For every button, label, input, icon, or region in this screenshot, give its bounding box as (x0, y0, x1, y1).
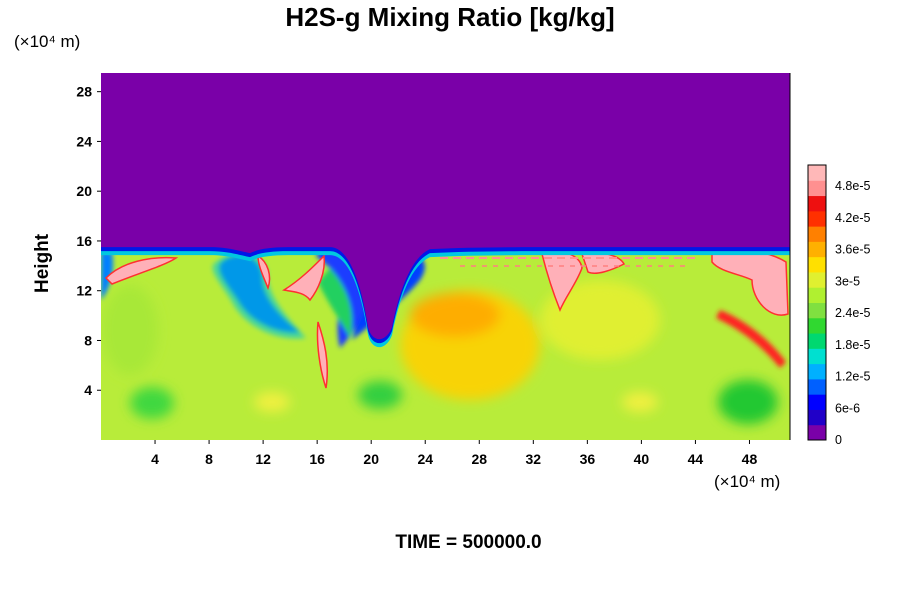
x-tick-label: 16 (309, 451, 325, 467)
time-label: TIME = 500000.0 (395, 532, 542, 553)
colorbar-frame (807, 164, 827, 441)
colorbar-tick-label: 3.6e-5 (835, 243, 870, 257)
y-unit-label: (×10⁴ m) (14, 32, 81, 51)
colorbar-segment (808, 180, 826, 197)
cyan-edge-12 (212, 252, 306, 339)
colorbar-segment (808, 256, 826, 273)
pink-16 (282, 254, 326, 302)
y-axis-ticks: 4 8 12 16 20 24 28 (76, 73, 791, 440)
colorbar-segment (808, 241, 826, 258)
colorbar-segment (808, 378, 826, 395)
colorbar-segment (808, 409, 826, 426)
x-unit-label: (×10⁴ m) (714, 472, 781, 491)
colorbar-segment (808, 226, 826, 242)
colorbar: 0 6e-6 1.2e-5 1.8e-5 2.4e-5 3e-5 3.6e-5 4.2e-5 4… (807, 164, 870, 447)
x-tick-label: 20 (363, 451, 379, 467)
colorbar-tick-label: 2.4e-5 (835, 306, 870, 320)
x-tick-label: 28 (471, 451, 487, 467)
pink-stem (316, 321, 329, 389)
y-tick-label: 16 (76, 233, 92, 249)
green-eddy-mid (358, 381, 402, 409)
green-eddy-right (718, 380, 778, 424)
field-structures (102, 280, 778, 424)
x-tick-label: 32 (526, 451, 542, 467)
colorbar-segment (808, 210, 826, 227)
pink-left (104, 256, 179, 285)
colorbar-segment (808, 165, 826, 181)
x-tick-label: 48 (742, 451, 758, 467)
colorbar-tick-label: 6e-6 (835, 401, 860, 415)
pale-left-zone (102, 285, 158, 375)
colorbar-tick-label: 1.8e-5 (835, 338, 870, 352)
upper-layer-zero (101, 73, 790, 340)
red-arc (716, 310, 786, 368)
x-tick-label: 44 (688, 451, 704, 467)
x-tick-label: 36 (580, 451, 596, 467)
colorbar-segment (808, 271, 826, 288)
pink-12 (257, 254, 271, 291)
x-tick-label: 40 (634, 451, 650, 467)
x-tick-label: 12 (255, 451, 271, 467)
colorbar-tick-label: 1.2e-5 (835, 370, 870, 384)
colorbar-segment (808, 287, 826, 303)
plot-area (101, 73, 790, 440)
y-tick-label: 20 (76, 183, 92, 199)
green-tongue (318, 268, 353, 338)
colorbar-tick-label: 3e-5 (835, 274, 860, 288)
colorbar-segment (808, 394, 826, 410)
colorbar-segment (808, 302, 826, 319)
green-eddy-left (130, 387, 174, 419)
colorbar-tick-label: 0 (835, 433, 842, 447)
colorbar-segment (808, 317, 826, 334)
colorbar-segment (808, 424, 826, 441)
x-tick-label: 8 (205, 451, 213, 467)
yellow-spot-2 (622, 392, 658, 412)
colorbar-tick-label: 4.8e-5 (835, 179, 870, 193)
x-tick-label: 24 (417, 451, 433, 467)
yellow-region-right (540, 280, 660, 360)
colorbar-segment (808, 333, 826, 349)
chart-title: H2S-g Mixing Ratio [kg/kg] (285, 2, 615, 32)
y-tick-label: 4 (84, 382, 92, 398)
y-tick-label: 8 (84, 332, 92, 348)
colorbar-segment (808, 363, 826, 380)
y-tick-label: 24 (76, 133, 92, 149)
colorbar-segment (808, 195, 826, 212)
yellow-spot (254, 392, 290, 412)
colorbar-tick-label: 4.2e-5 (835, 211, 870, 225)
colorbar-segment (808, 348, 826, 365)
x-tick-label: 4 (151, 451, 159, 467)
y-tick-label: 28 (76, 84, 92, 100)
x-axis-ticks: 4 8 12 16 20 24 28 32 36 40 44 48 (151, 440, 757, 467)
orange-eddy-core (410, 293, 500, 337)
y-tick-label: 12 (76, 283, 92, 299)
